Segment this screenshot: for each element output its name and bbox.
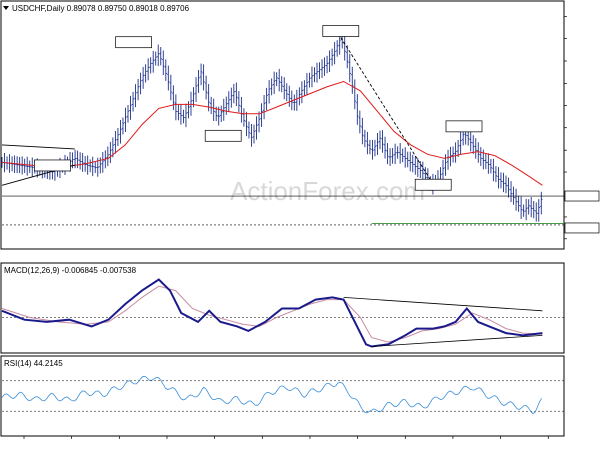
collapse-triangle-icon[interactable]	[3, 6, 9, 10]
watermark: ActionForex.com	[230, 176, 425, 206]
rsi-pane	[0, 355, 565, 437]
price-annotation-box	[445, 120, 483, 133]
price-annotation-box	[322, 25, 360, 37]
price-title: USDCHF,Daily 0.89078 0.89750 0.89018 0.8…	[12, 4, 190, 13]
price-layer	[0, 25, 564, 226]
price-annotation-box	[34, 159, 71, 172]
macd-signal-line	[1, 285, 543, 343]
moving-average-line	[1, 80, 543, 186]
macd-layer	[1, 278, 564, 348]
fe-value-tag	[564, 222, 600, 234]
rsi-layer	[1, 375, 564, 415]
axis-layer	[23, 16, 600, 439]
macd-trendline	[343, 297, 543, 312]
macd-main-line	[1, 278, 543, 348]
rsi-line	[1, 375, 543, 415]
rsi-title: RSI(14) 44.2145	[4, 359, 63, 368]
price-annotation-box	[414, 178, 452, 191]
last-price-tag	[564, 190, 600, 202]
channel-trendline	[1, 144, 75, 150]
price-annotation-box	[204, 129, 242, 142]
price-annotation-box	[115, 36, 152, 49]
macd-title: MACD(12,26,9) -0.006845 -0.007538	[4, 266, 137, 275]
dashed-trendline	[340, 37, 434, 185]
macd-trendline	[371, 335, 543, 347]
